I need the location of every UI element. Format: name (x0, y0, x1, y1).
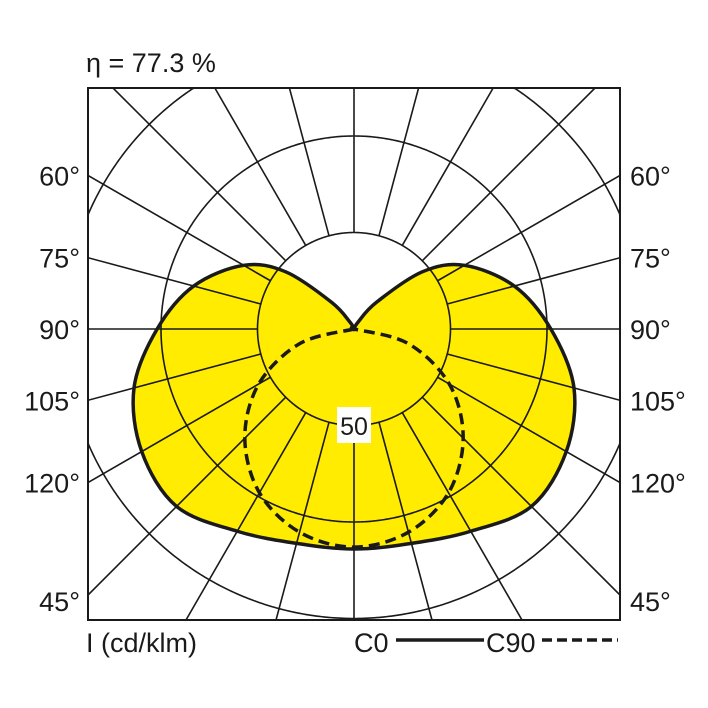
legend: C0 C90 (354, 628, 618, 658)
grid-spoke (447, 256, 620, 305)
series-line-c90 (243, 325, 465, 549)
chart-title: η = 77.3 % (86, 48, 216, 78)
plot-frame (87, 87, 621, 621)
angle-label-right: 75° (630, 244, 671, 274)
grid-spoke (185, 412, 307, 620)
angle-label-left: 60° (39, 161, 80, 191)
grid-spoke (421, 88, 596, 262)
legend-label-c0: C0 (354, 628, 389, 658)
grid-spoke (88, 256, 261, 305)
grid-spoke (88, 396, 287, 596)
grid-spoke (378, 422, 433, 620)
grid-spoke (437, 376, 620, 484)
angle-label-right: 105° (630, 386, 686, 416)
angle-label-right: 45° (630, 587, 671, 617)
grid-spoke (275, 422, 330, 620)
angle-label-right: 120° (630, 469, 686, 499)
angle-label-left: 120° (24, 469, 80, 499)
grid-spoke (447, 353, 620, 402)
radial-tick-label: 50 (340, 413, 368, 441)
angle-label-right: 60° (630, 161, 671, 191)
grid-spoke (88, 376, 271, 484)
unit-label: I (cd/klm) (86, 628, 197, 658)
angle-label-left: 45° (39, 587, 80, 617)
grid-spoke (88, 174, 271, 282)
legend-label-c90: C90 (486, 628, 536, 658)
grid-spoke (288, 88, 330, 236)
angle-label-left: 75° (39, 244, 80, 274)
series-fill-c0 (133, 264, 575, 550)
angle-label-left: 105° (24, 386, 80, 416)
grid-spoke (112, 88, 287, 262)
series-line-c0 (131, 262, 577, 551)
grid-spoke (421, 396, 620, 596)
grid-spoke (214, 88, 307, 246)
grid-spoke (88, 353, 261, 402)
grid-spoke (378, 88, 420, 236)
grid-circle-150 (88, 88, 620, 620)
grid-spoke (401, 412, 523, 620)
grid-spoke (401, 88, 494, 246)
angle-label-right: 90° (630, 315, 671, 345)
grid-spoke (437, 174, 620, 282)
radial-label-background (337, 407, 371, 443)
angle-label-left: 90° (39, 315, 80, 345)
